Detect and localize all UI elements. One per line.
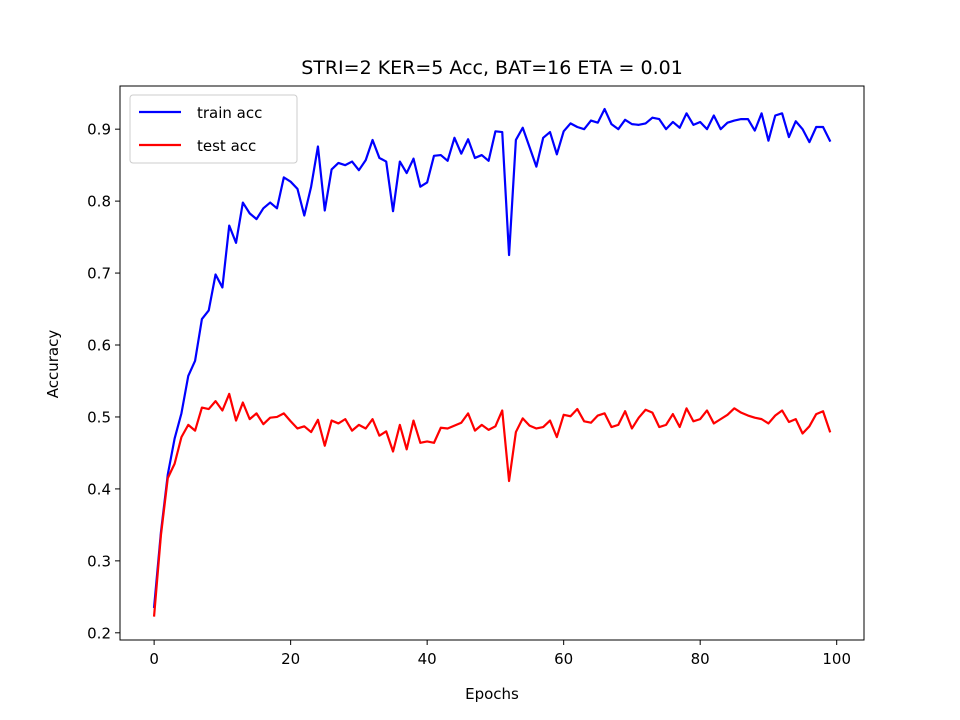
x-tick-label: 40	[418, 650, 437, 668]
y-tick-label: 0.8	[87, 193, 111, 211]
y-tick-label: 0.2	[87, 624, 111, 642]
x-tick-label: 100	[822, 650, 851, 668]
y-axis-title: Accuracy	[44, 330, 62, 399]
y-tick-label: 0.4	[87, 480, 111, 498]
legend-label-test: test acc	[197, 137, 256, 155]
y-axis: 0.2 0.3 0.4 0.5 0.6 0.7 0.8 0.9	[87, 121, 120, 642]
x-tick-label: 0	[149, 650, 159, 668]
y-tick-label: 0.5	[87, 408, 111, 426]
y-tick-label: 0.6	[87, 337, 111, 355]
x-tick-label: 60	[554, 650, 573, 668]
legend: train acc test acc	[129, 94, 298, 164]
legend-label-train: train acc	[197, 104, 262, 122]
chart-title: STRI=2 KER=5 Acc, BAT=16 ETA = 0.01	[301, 57, 683, 79]
plot-area	[152, 107, 832, 617]
axes-frame	[119, 85, 865, 641]
x-axis: 0 20 40 60 80 100	[149, 640, 851, 668]
y-tick-label: 0.3	[87, 552, 111, 570]
x-tick-label: 80	[691, 650, 710, 668]
x-axis-title: Epochs	[465, 685, 519, 703]
series-line-train-acc	[152, 107, 832, 609]
y-tick-label: 0.7	[87, 265, 111, 283]
y-tick-label: 0.9	[87, 121, 111, 139]
x-tick-label: 20	[281, 650, 300, 668]
series-line-test-acc	[152, 392, 832, 617]
